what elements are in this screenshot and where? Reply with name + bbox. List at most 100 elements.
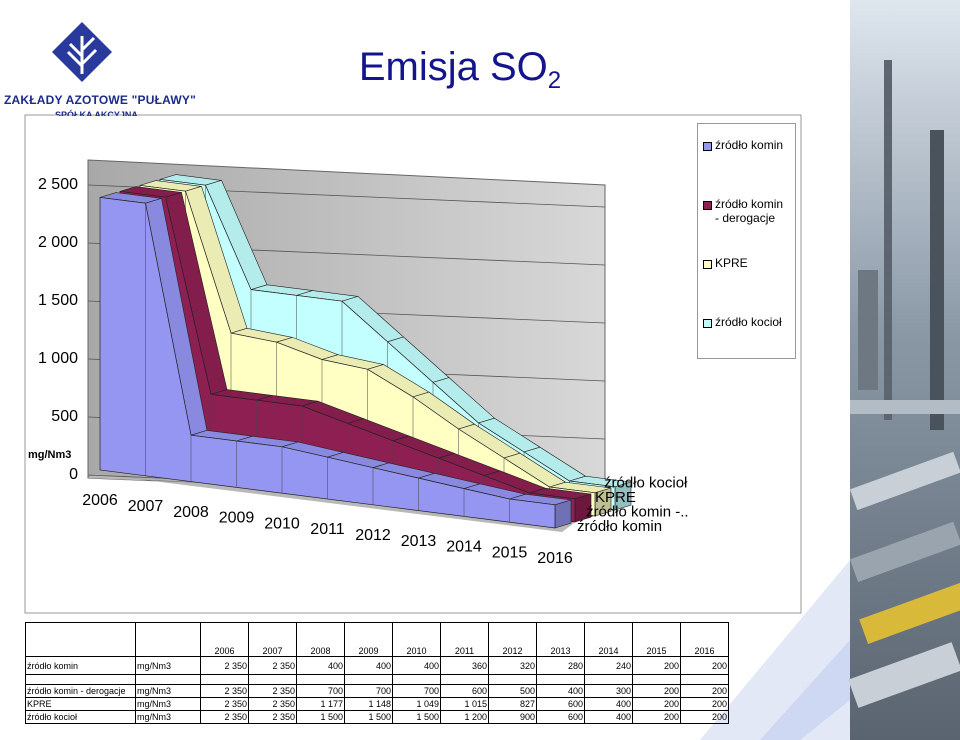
table-value: 600 <box>536 697 585 711</box>
legend-swatch <box>703 319 712 328</box>
x-tick-label: 2009 <box>219 510 255 527</box>
table-year: 2009 <box>344 622 393 657</box>
y-tick-label: 2 000 <box>38 234 78 251</box>
table-value: 200 <box>680 710 729 724</box>
table-value: 1 500 <box>392 710 441 724</box>
table-value: 200 <box>632 710 681 724</box>
legend-label: źródło kocioł <box>715 315 782 329</box>
legend-item: źródło komin - derogacje <box>703 197 789 256</box>
table-value: 700 <box>392 684 441 698</box>
table-value: 500 <box>488 684 537 698</box>
legend-swatch <box>703 201 712 210</box>
table-value: 200 <box>680 697 729 711</box>
table-year: 2012 <box>488 622 537 657</box>
title-text: Emisja SO <box>358 45 548 89</box>
x-tick-label: 2011 <box>310 521 345 538</box>
legend-item: źródło komin <box>703 138 789 197</box>
table-year: 2007 <box>248 622 297 657</box>
table-value: 200 <box>632 656 681 675</box>
table-header-row: 2006 2007 2008 2009 2010 2011 2012 2013 2014 2015… <box>25 622 729 657</box>
legend-label: źródło komin - derogacje <box>715 197 784 225</box>
logo-mark <box>52 22 112 82</box>
table-value: 700 <box>344 684 393 698</box>
table-value: 300 <box>584 684 633 698</box>
x-tick-label: 2014 <box>446 539 482 556</box>
x-tick-label: 2012 <box>355 527 391 544</box>
table-row-label: źródło kocioł <box>25 710 136 724</box>
table-spacer-row <box>25 674 729 685</box>
x-tick-label: 2013 <box>401 533 437 550</box>
table-year: 2013 <box>536 622 585 657</box>
table-cell <box>200 674 249 685</box>
table-value: 1 049 <box>392 697 441 711</box>
data-table: 2006 2007 2008 2009 2010 2011 2012 2013 2014 2015… <box>25 622 729 724</box>
legend-label: źródło komin <box>715 138 784 152</box>
legend-swatch <box>703 142 712 151</box>
y-tick-label: 0 <box>69 466 78 483</box>
legend-swatch <box>703 260 712 269</box>
x-tick-label: 2010 <box>264 515 300 532</box>
table-row-label: źródło komin <box>25 656 136 675</box>
table-value: 400 <box>584 697 633 711</box>
table-cell <box>536 674 585 685</box>
table-value: 600 <box>536 710 585 724</box>
table-value: 200 <box>632 684 681 698</box>
table-row-label: KPRE <box>25 697 136 711</box>
area-side <box>554 499 572 529</box>
table-cell <box>440 674 489 685</box>
table-value: 400 <box>536 684 585 698</box>
depth-label: źródło komin -.. <box>586 503 689 520</box>
table-value: 240 <box>584 656 633 675</box>
table-cell <box>248 674 297 685</box>
table-cell <box>25 622 136 657</box>
table-value: 1 015 <box>440 697 489 711</box>
table-value: 900 <box>488 710 537 724</box>
table-row: źródło kocioł mg/Nm3 2 350 2 350 1 500 1 500 1… <box>25 710 729 724</box>
y-tick-label: 2 500 <box>38 176 78 193</box>
table-value: 2 350 <box>200 697 249 711</box>
table-value: 400 <box>392 656 441 675</box>
table-value: 360 <box>440 656 489 675</box>
table-cell <box>632 674 681 685</box>
table-row: źródło komin - derogacje mg/Nm3 2 350 2 350… <box>25 684 729 698</box>
y-axis-unit: mg/Nm3 <box>28 449 71 461</box>
legend-item: KPRE <box>703 256 789 315</box>
table-year: 2006 <box>200 622 249 657</box>
table-unit: mg/Nm3 <box>135 710 201 724</box>
table-year: 2010 <box>392 622 441 657</box>
depth-label: KPRE <box>595 489 636 506</box>
table-value: 2 350 <box>200 656 249 675</box>
table-value: 400 <box>344 656 393 675</box>
series <box>99 192 572 529</box>
table-cell <box>25 674 136 685</box>
photo-detail <box>848 60 960 708</box>
table-value: 1 500 <box>344 710 393 724</box>
table-value: 320 <box>488 656 537 675</box>
table-cell <box>296 674 345 685</box>
logo-subtitle: SPÓŁKA AKCYJNA <box>55 110 138 116</box>
legend-label: KPRE <box>715 256 748 270</box>
table-value: 2 350 <box>200 710 249 724</box>
table-value: 600 <box>440 684 489 698</box>
table-cell <box>392 674 441 685</box>
table-value: 400 <box>584 710 633 724</box>
title-subscript: 2 <box>547 67 562 94</box>
table-cell <box>584 674 633 685</box>
legend: źródło komin źródło komin - derogacje KPRE… <box>697 123 796 359</box>
table-value: 2 350 <box>248 710 297 724</box>
x-tick-label: 2007 <box>128 498 164 515</box>
table-year: 2008 <box>296 622 345 657</box>
table-value: 200 <box>680 656 729 675</box>
table-value: 2 350 <box>248 684 297 698</box>
table-row: źródło komin mg/Nm3 2 350 2 350 400 400 400 360… <box>25 656 729 675</box>
depth-label: źródło komin <box>577 518 662 535</box>
table-unit: mg/Nm3 <box>135 684 201 698</box>
table-cell <box>680 674 729 685</box>
table-value: 1 177 <box>296 697 345 711</box>
table-cell <box>135 622 201 657</box>
table-cell <box>488 674 537 685</box>
table-year: 2014 <box>584 622 633 657</box>
table-value: 1 500 <box>296 710 345 724</box>
table-unit: mg/Nm3 <box>135 656 201 675</box>
